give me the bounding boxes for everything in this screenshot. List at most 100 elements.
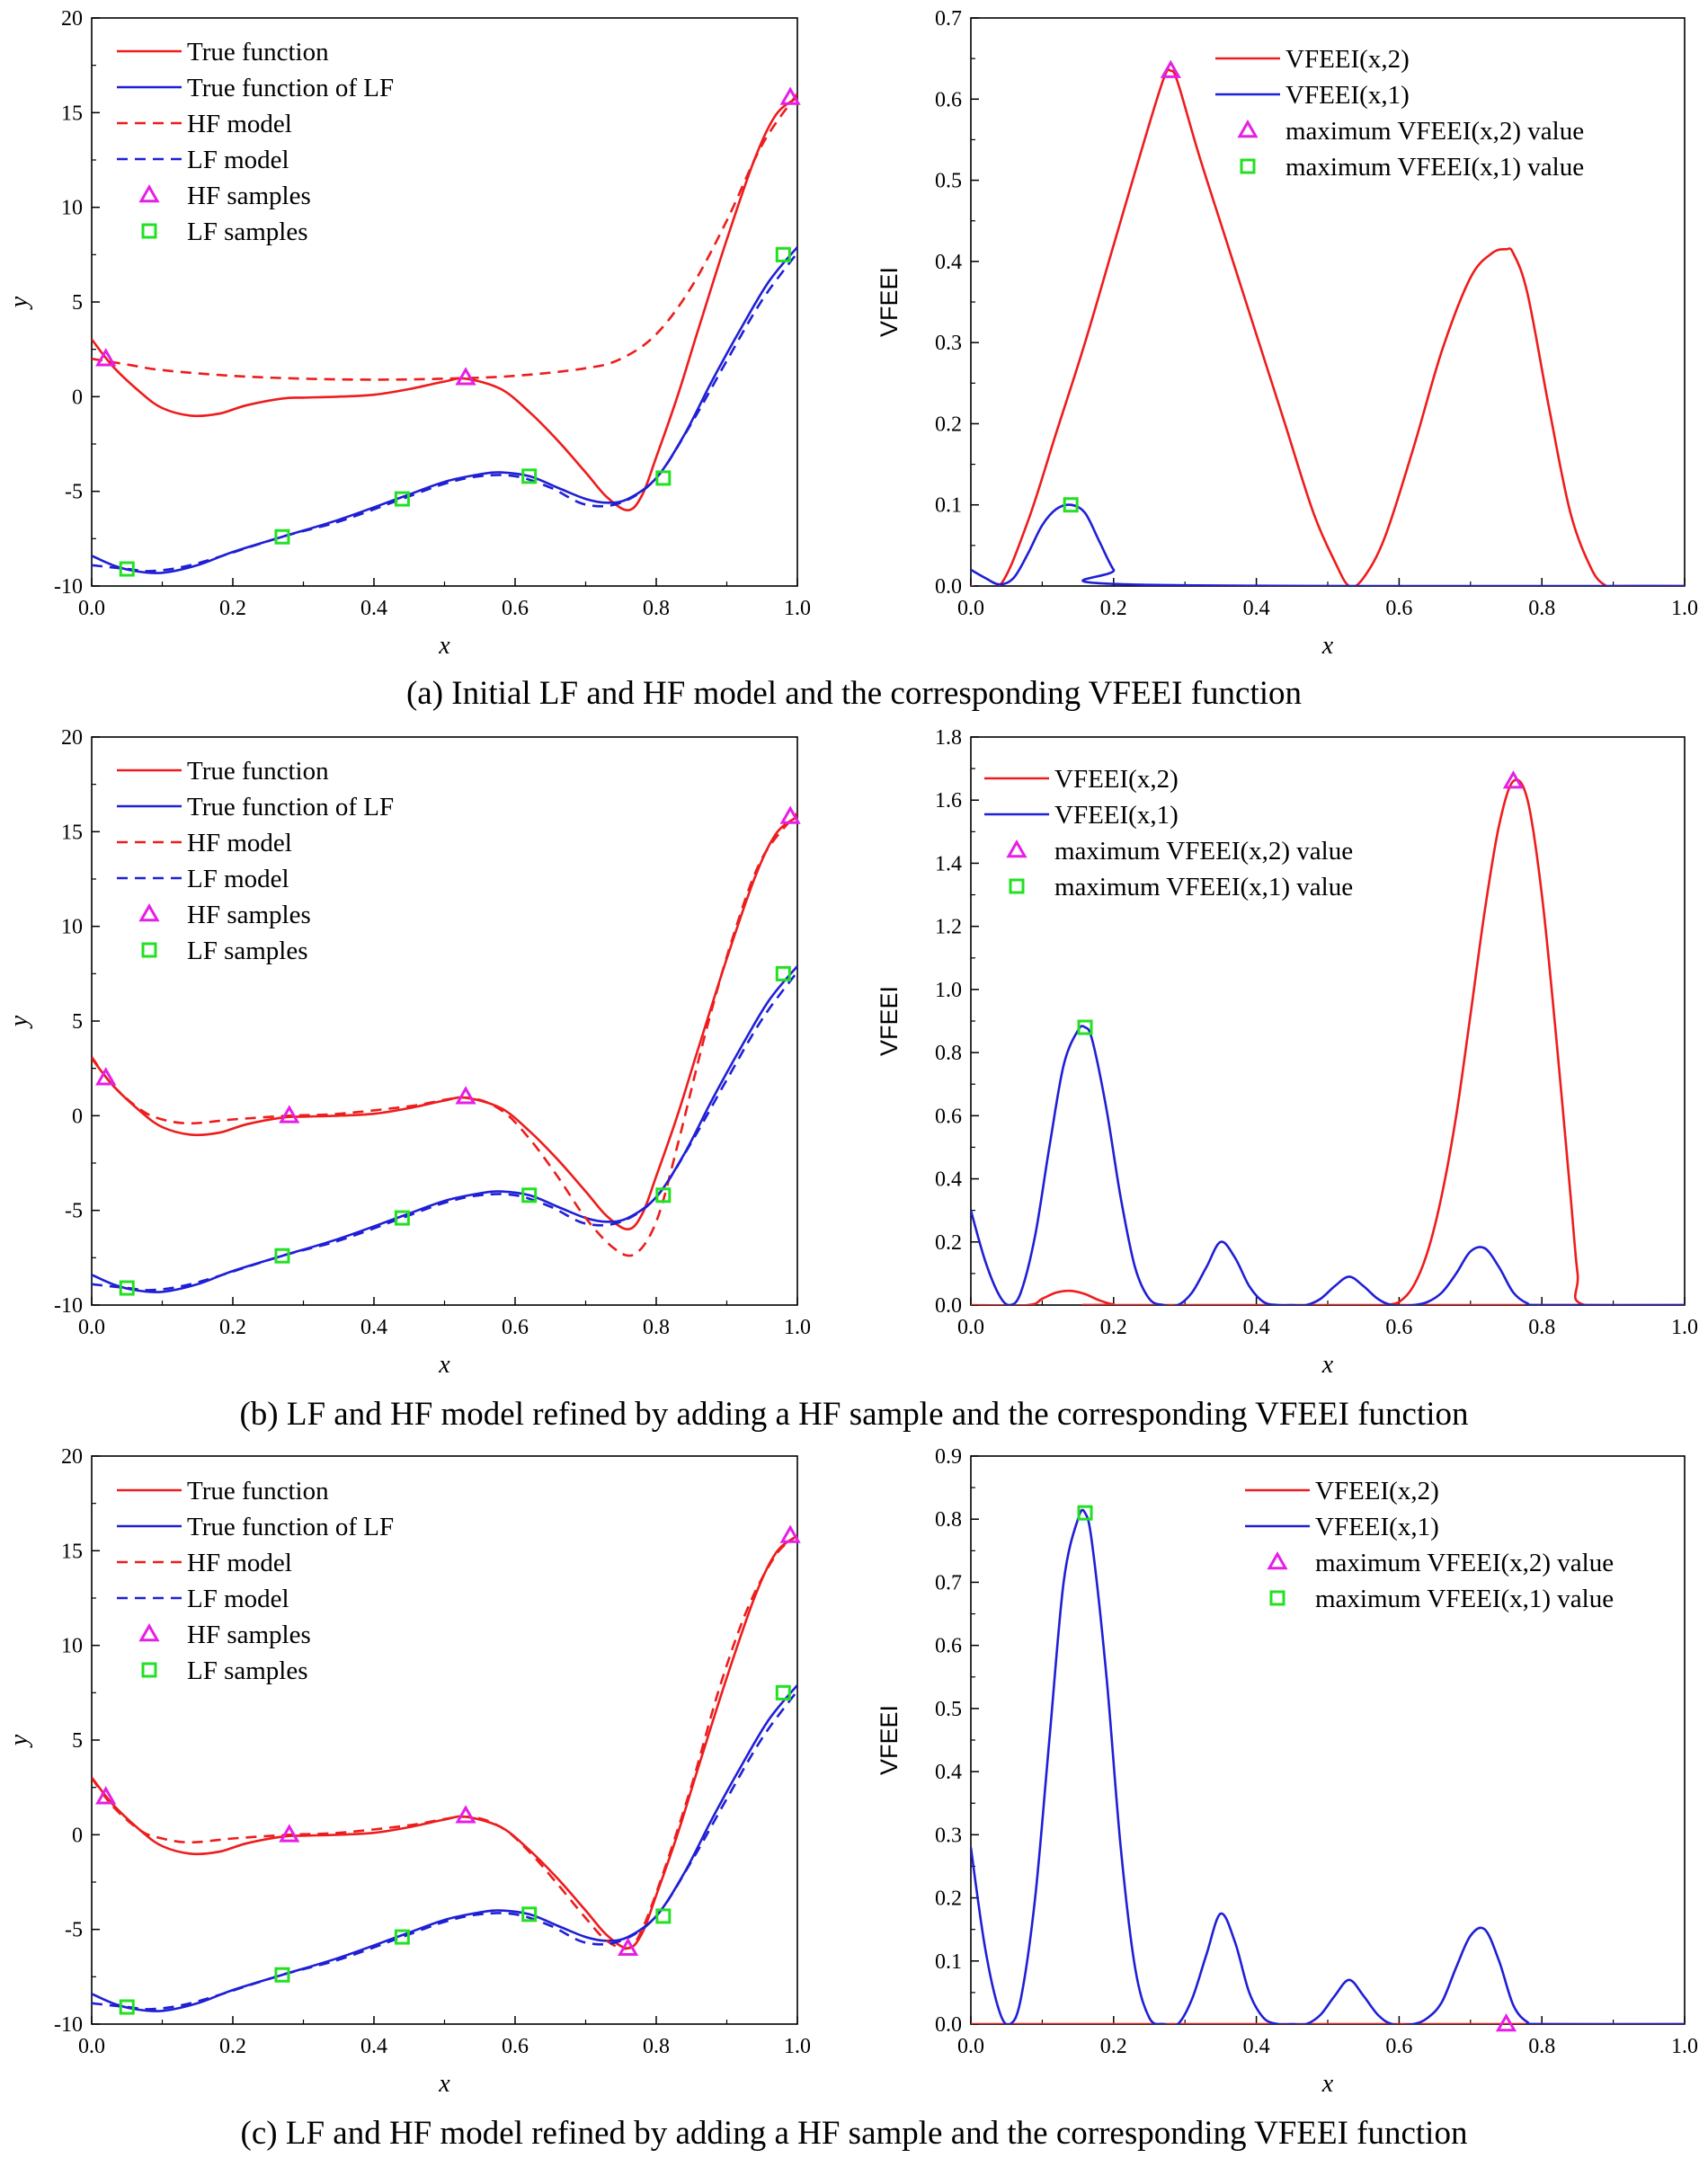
legend-label: HF model xyxy=(187,1549,292,1577)
legend-label: True function xyxy=(187,38,329,67)
x-tick-label: 0.0 xyxy=(78,1316,105,1339)
x-tick-label: 0.6 xyxy=(1385,1316,1412,1339)
marker-hf-samples xyxy=(455,367,476,386)
marker-lf-samples xyxy=(775,1684,791,1701)
plot-area xyxy=(971,778,1685,1305)
legend-label: LF samples xyxy=(187,937,308,965)
x-axis-label: x xyxy=(438,2070,450,2098)
y-axis-label: VFEEI xyxy=(876,986,903,1056)
chart-c-right: 0.0 0.2 0.4 0.6 0.8 1.0 0.0 0.1 0.2 0.3 0.4 0.5 0.6 0… xyxy=(876,1445,1698,2098)
y-tick-label: 15 xyxy=(61,821,83,844)
legend-label: HF samples xyxy=(187,901,311,929)
x-axis-label: x xyxy=(1321,2070,1334,2098)
marker-hf-samples xyxy=(95,348,117,367)
y-tick-label: 10 xyxy=(61,916,83,939)
x-tick-label: 0.4 xyxy=(1243,597,1270,620)
y-tick-label: 0 xyxy=(72,1824,83,1847)
x-tick-label: 0.8 xyxy=(1528,597,1555,620)
x-tick-label: 0.6 xyxy=(1385,2035,1412,2058)
x-tick-label: 0.2 xyxy=(219,597,246,620)
legend-label: HF samples xyxy=(187,182,311,210)
series-line-vfeei-x-2 xyxy=(971,68,1685,586)
y-tick-label: 1.2 xyxy=(935,916,962,939)
marker-lf-samples xyxy=(119,1280,135,1296)
y-tick-label: 0.4 xyxy=(935,1761,962,1784)
legend: True function True function of LF HF model… xyxy=(117,1477,394,1685)
plot-area xyxy=(92,93,797,574)
legend-label: maximum VFEEI(x,2) value xyxy=(1054,837,1353,866)
x-tick-label: 0.8 xyxy=(1528,1316,1555,1339)
x-axis-label: x xyxy=(1321,1351,1334,1379)
x-tick-label: 0.2 xyxy=(1100,597,1127,620)
legend-label: maximum VFEEI(x,1) value xyxy=(1285,153,1584,182)
series-line-lf-model xyxy=(92,971,797,1292)
x-tick-label: 0.6 xyxy=(502,1316,529,1339)
legend: VFEEI(x,2) VFEEI(x,1) maximum VFEEI(x,2) v… xyxy=(984,765,1353,901)
series-line-vfeei-x-1 xyxy=(971,1508,1685,2024)
series-line-vfeei-x-2 xyxy=(1384,778,1685,1305)
x-tick-label: 0.8 xyxy=(643,1316,670,1339)
chart-a-left: 0.0 0.2 0.4 0.6 0.8 1.0 -10 -5 0 5 10 15 20 x y True fu… xyxy=(5,7,811,660)
legend-label: True function xyxy=(187,1477,329,1505)
legend-marker xyxy=(1009,878,1025,894)
legend-label: LF samples xyxy=(187,1656,308,1685)
marker-maximum-vfeei-x-2-value xyxy=(1160,59,1181,78)
x-tick-label: 0.8 xyxy=(643,2035,670,2058)
marker-lf-samples xyxy=(274,528,290,545)
series-line-true-function-of-lf xyxy=(92,1684,797,2012)
legend-label: VFEEI(x,1) xyxy=(1315,1513,1439,1541)
plot-area xyxy=(971,68,1685,586)
y-tick-label: 15 xyxy=(61,1540,83,1563)
x-tick-label: 0.6 xyxy=(1385,597,1412,620)
y-tick-label: 0.4 xyxy=(935,1168,962,1192)
y-tick-label: 0.7 xyxy=(935,1571,962,1594)
legend-marker xyxy=(1006,839,1027,858)
series-line-vfeei-x-1 xyxy=(971,1025,1685,1305)
y-tick-label: 0.3 xyxy=(935,1824,962,1847)
y-axis-label: VFEEI xyxy=(876,267,903,337)
marker-lf-samples xyxy=(119,1999,135,2015)
x-tick-label: 0.0 xyxy=(957,597,984,620)
legend-label: VFEEI(x,1) xyxy=(1285,81,1410,110)
x-tick-label: 1.0 xyxy=(1671,2035,1698,2058)
y-axis-label: y xyxy=(5,296,33,310)
y-tick-label: 20 xyxy=(61,1445,83,1469)
marker-maximum-vfeei-x-1-value xyxy=(1077,1019,1093,1035)
x-tick-label: 0.2 xyxy=(219,2035,246,2058)
marker-lf-samples xyxy=(655,1187,672,1203)
y-tick-label: 0.2 xyxy=(935,413,962,436)
y-tick-label: 0.0 xyxy=(935,2013,962,2037)
plot-frame xyxy=(91,736,798,1306)
x-axis-label: x xyxy=(1321,632,1334,660)
marker-hf-samples xyxy=(618,1937,639,1956)
y-tick-label: 0.6 xyxy=(935,1635,962,1658)
x-tick-label: 1.0 xyxy=(784,1316,811,1339)
y-tick-label: 1.0 xyxy=(935,979,962,1002)
marker-lf-samples xyxy=(775,965,791,981)
y-tick-label: -10 xyxy=(54,1294,83,1318)
x-tick-label: 1.0 xyxy=(784,597,811,620)
y-tick-label: 0.2 xyxy=(935,1231,962,1255)
legend-marker xyxy=(1269,1590,1285,1606)
y-tick-label: 0.1 xyxy=(935,1950,962,1974)
y-tick-label: 0.8 xyxy=(935,1042,962,1065)
legend-marker xyxy=(141,942,157,958)
y-tick-label: 0.0 xyxy=(935,575,962,599)
y-tick-label: 0 xyxy=(72,386,83,409)
marker-lf-samples xyxy=(274,1967,290,1983)
legend-label: True function xyxy=(187,757,329,786)
marker-maximum-vfeei-x-1-value xyxy=(1063,497,1079,513)
marker-hf-samples xyxy=(95,1067,117,1086)
legend-label: True function of LF xyxy=(187,74,394,102)
marker-maximum-vfeei-x-2-value xyxy=(1502,770,1525,789)
marker-lf-samples xyxy=(394,1929,410,1945)
legend-label: HF samples xyxy=(187,1621,311,1649)
x-tick-label: 0.0 xyxy=(78,597,105,620)
y-axis-label: VFEEI xyxy=(876,1705,903,1775)
x-tick-label: 0.4 xyxy=(360,2035,387,2058)
plot-area xyxy=(92,1534,797,2012)
x-axis-label: x xyxy=(438,632,450,660)
legend-label: maximum VFEEI(x,2) value xyxy=(1285,117,1584,146)
legend-marker xyxy=(138,902,160,922)
